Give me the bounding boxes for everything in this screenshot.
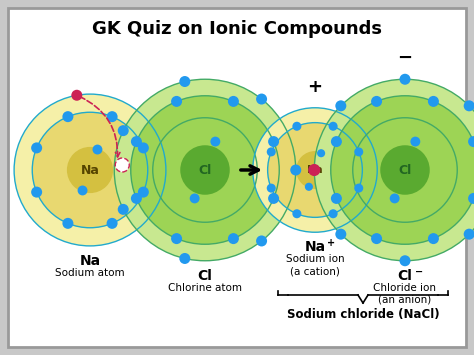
Circle shape (390, 193, 400, 203)
Circle shape (290, 164, 301, 175)
Circle shape (371, 96, 382, 107)
Circle shape (317, 149, 325, 157)
Circle shape (131, 96, 279, 244)
Text: −: − (415, 267, 423, 277)
Text: Chlorine atom: Chlorine atom (168, 283, 242, 293)
Circle shape (335, 229, 346, 240)
Circle shape (71, 90, 82, 101)
Circle shape (171, 233, 182, 244)
Circle shape (400, 74, 410, 85)
Circle shape (138, 187, 149, 198)
Circle shape (228, 233, 239, 244)
Circle shape (256, 235, 267, 246)
Circle shape (331, 96, 474, 244)
Circle shape (107, 218, 118, 229)
Circle shape (138, 142, 149, 153)
Circle shape (118, 204, 129, 215)
Circle shape (131, 136, 142, 147)
Text: Na: Na (80, 254, 100, 268)
Circle shape (410, 137, 420, 147)
Circle shape (118, 125, 129, 136)
Text: Sodium atom: Sodium atom (55, 268, 125, 278)
Text: Sodium chloride (NaCl): Sodium chloride (NaCl) (287, 308, 439, 321)
Circle shape (31, 187, 42, 198)
Circle shape (180, 145, 230, 195)
Circle shape (253, 108, 377, 232)
Circle shape (179, 76, 190, 87)
Circle shape (115, 158, 129, 172)
Circle shape (31, 142, 42, 153)
Text: Na: Na (307, 165, 323, 175)
Circle shape (210, 137, 220, 147)
Text: −: − (397, 49, 412, 67)
Text: Chloride ion: Chloride ion (374, 283, 437, 293)
Circle shape (292, 209, 301, 218)
Circle shape (328, 209, 337, 218)
Circle shape (107, 111, 118, 122)
Circle shape (380, 145, 430, 195)
Circle shape (464, 100, 474, 111)
Text: Na: Na (304, 240, 326, 254)
Text: (an anion): (an anion) (378, 295, 432, 305)
FancyBboxPatch shape (8, 8, 466, 347)
Text: Na: Na (81, 164, 100, 176)
Circle shape (354, 184, 363, 193)
Text: Cl: Cl (398, 164, 411, 176)
Circle shape (32, 112, 148, 228)
Circle shape (131, 193, 142, 204)
Circle shape (268, 122, 362, 217)
Circle shape (268, 136, 279, 147)
Circle shape (468, 136, 474, 147)
Circle shape (428, 233, 439, 244)
Circle shape (468, 193, 474, 204)
Circle shape (335, 100, 346, 111)
Circle shape (331, 136, 342, 147)
Circle shape (464, 229, 474, 240)
Circle shape (256, 94, 267, 105)
Text: GK Quiz on Ionic Compounds: GK Quiz on Ionic Compounds (92, 20, 382, 38)
Circle shape (14, 94, 166, 246)
Text: Cl: Cl (199, 164, 211, 176)
Circle shape (428, 96, 439, 107)
Circle shape (179, 253, 190, 264)
Circle shape (354, 147, 363, 157)
Circle shape (309, 164, 320, 175)
Circle shape (190, 193, 200, 203)
Circle shape (371, 233, 382, 244)
Circle shape (400, 255, 410, 266)
Circle shape (308, 164, 320, 176)
Text: Cl: Cl (198, 269, 212, 283)
Text: +: + (327, 238, 335, 248)
Circle shape (171, 96, 182, 107)
Circle shape (67, 147, 113, 193)
Text: Cl: Cl (398, 269, 412, 283)
Circle shape (228, 96, 239, 107)
Circle shape (92, 144, 102, 154)
Circle shape (314, 79, 474, 261)
Text: Sodium ion: Sodium ion (286, 254, 344, 264)
Text: +: + (308, 78, 322, 96)
Circle shape (63, 218, 73, 229)
Circle shape (331, 193, 342, 204)
Circle shape (305, 183, 313, 191)
Circle shape (63, 111, 73, 122)
Circle shape (78, 186, 88, 195)
Circle shape (267, 147, 276, 157)
Circle shape (296, 151, 334, 189)
FancyArrowPatch shape (79, 97, 120, 157)
Text: (a cation): (a cation) (290, 266, 340, 276)
Circle shape (328, 122, 337, 131)
Circle shape (114, 79, 296, 261)
Circle shape (268, 193, 279, 204)
Circle shape (292, 122, 301, 131)
Circle shape (267, 184, 276, 193)
